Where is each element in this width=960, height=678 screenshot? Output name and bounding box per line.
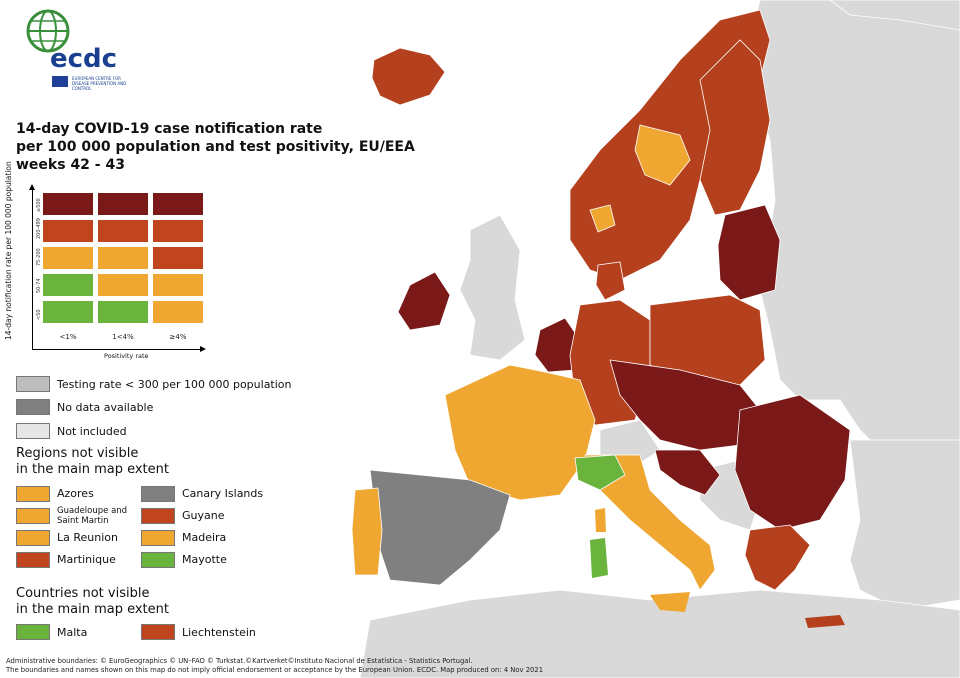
matrix-cell [42,300,94,324]
matrix-x-tick: 1<4% [112,333,134,341]
spain [369,469,511,586]
footer: Administrative boundaries: © EuroGeograp… [6,657,543,675]
legend-swatch-testing-rate [16,376,50,392]
nordics [569,9,771,281]
matrix-x-tick: ≥4% [169,333,187,341]
matrix-cell [97,246,149,270]
north-africa [359,589,960,678]
matrix-y-tick: ≥500 [36,198,42,212]
croatia-slovenia [654,449,721,496]
matrix-x-tick: <1% [59,333,77,341]
sardinia [590,538,608,578]
baltics [717,204,781,301]
legend-region-label: Guyane [182,509,225,522]
matrix-cell [97,219,149,243]
greece [744,524,811,591]
matrix-cell [152,246,204,270]
logo-subtitle: EUROPEAN CENTRE FOR DISEASE PREVENTION A… [72,76,127,91]
matrix-x-axis-label: Positivity rate [104,352,149,360]
legend-country-label: Liechtenstein [182,626,256,639]
legend-region-swatch [141,530,175,546]
great-britain [459,214,526,361]
legend-region-label: Azores [57,487,94,500]
countries-heading-line-1: Countries not visible [16,586,150,601]
ecdc-logo: ecdc EUROPEAN CENTRE FOR DISEASE PREVENT… [14,6,126,91]
matrix-cell [152,273,204,297]
matrix-cell [42,273,94,297]
map-title: 14-day COVID-19 case notification rate p… [16,120,415,174]
legend-label-testing-rate: Testing rate < 300 per 100 000 populatio… [57,378,292,391]
matrix-y-tick: <50 [36,309,42,320]
title-line-3: weeks 42 - 43 [16,157,125,173]
matrix-y-tick: 200-499 [36,218,42,239]
crete [805,615,845,628]
matrix-cell [97,192,149,216]
matrix-cell [97,273,149,297]
matrix-cell [42,246,94,270]
legend-region-swatch [16,530,50,546]
sweden-region-orange [634,124,691,186]
arctic [829,0,960,31]
portugal [351,487,383,576]
legend-region-label: Madeira [182,531,227,544]
sicily [650,592,690,612]
matrix-cell [152,300,204,324]
denmark [595,261,626,301]
matrix-y-axis-label: 14-day notification rate per 100 000 pop… [4,161,13,340]
globe-icon [26,9,70,53]
matrix-y-tick: 50-74 [36,278,42,293]
legend-region-label: Guadeloupe and Saint Martin [57,506,128,526]
matrix-cell [42,219,94,243]
legend-region-swatch [141,552,175,568]
corsica [595,508,606,532]
legend-region-swatch [141,508,175,524]
matrix-cell [152,192,204,216]
matrix-x-axis [32,349,204,350]
legend-region-swatch [16,508,50,524]
italy-north-green [574,454,626,491]
legend-country-label: Malta [57,626,88,639]
legend-label-not-included: Not included [57,425,127,438]
legend-region-swatch [16,552,50,568]
legend-region-label: Mayotte [182,553,227,566]
matrix-cell [152,219,204,243]
iceland [371,47,446,106]
legend-region-swatch [141,486,175,502]
legend-country-swatch [141,624,175,640]
logo-wordmark: ecdc [50,44,118,74]
regions-heading-line-2: in the main map extent [16,462,169,477]
ireland [397,271,451,331]
legend-region-label: Canary Islands [182,487,264,500]
italy [584,454,716,591]
eu-flag-icon [52,76,68,87]
footer-line-2: The boundaries and names shown on this m… [6,666,544,674]
legend-label-no-data: No data available [57,401,154,414]
finland [699,39,771,216]
y-axis-arrow-icon [29,184,35,190]
x-axis-arrow-icon [200,346,206,352]
countries-heading-line-2: in the main map extent [16,602,169,617]
countries-heading: Countries not visible in the main map ex… [16,586,169,618]
title-line-1: 14-day COVID-19 case notification rate [16,121,323,137]
regions-heading-line-1: Regions not visible [16,446,139,461]
legend-region-label: Martinique [57,553,116,566]
turkey-region [849,439,960,611]
regions-heading: Regions not visible in the main map exte… [16,446,169,478]
matrix-cell [42,192,94,216]
legend-region-label: La Reunion [57,531,118,544]
footer-line-1: Administrative boundaries: © EuroGeograp… [6,657,473,665]
legend-country-swatch [16,624,50,640]
romania-bulgaria [734,394,851,531]
legend-swatch-no-data [16,399,50,415]
matrix-y-tick: 75-200 [36,248,42,266]
matrix-y-axis [32,188,33,350]
central-europe [609,359,761,451]
matrix-cell [97,300,149,324]
title-line-2: per 100 000 population and test positivi… [16,139,415,155]
legend-swatch-not-included [16,423,50,439]
legend-region-swatch [16,486,50,502]
norway-region-orange [589,204,616,233]
